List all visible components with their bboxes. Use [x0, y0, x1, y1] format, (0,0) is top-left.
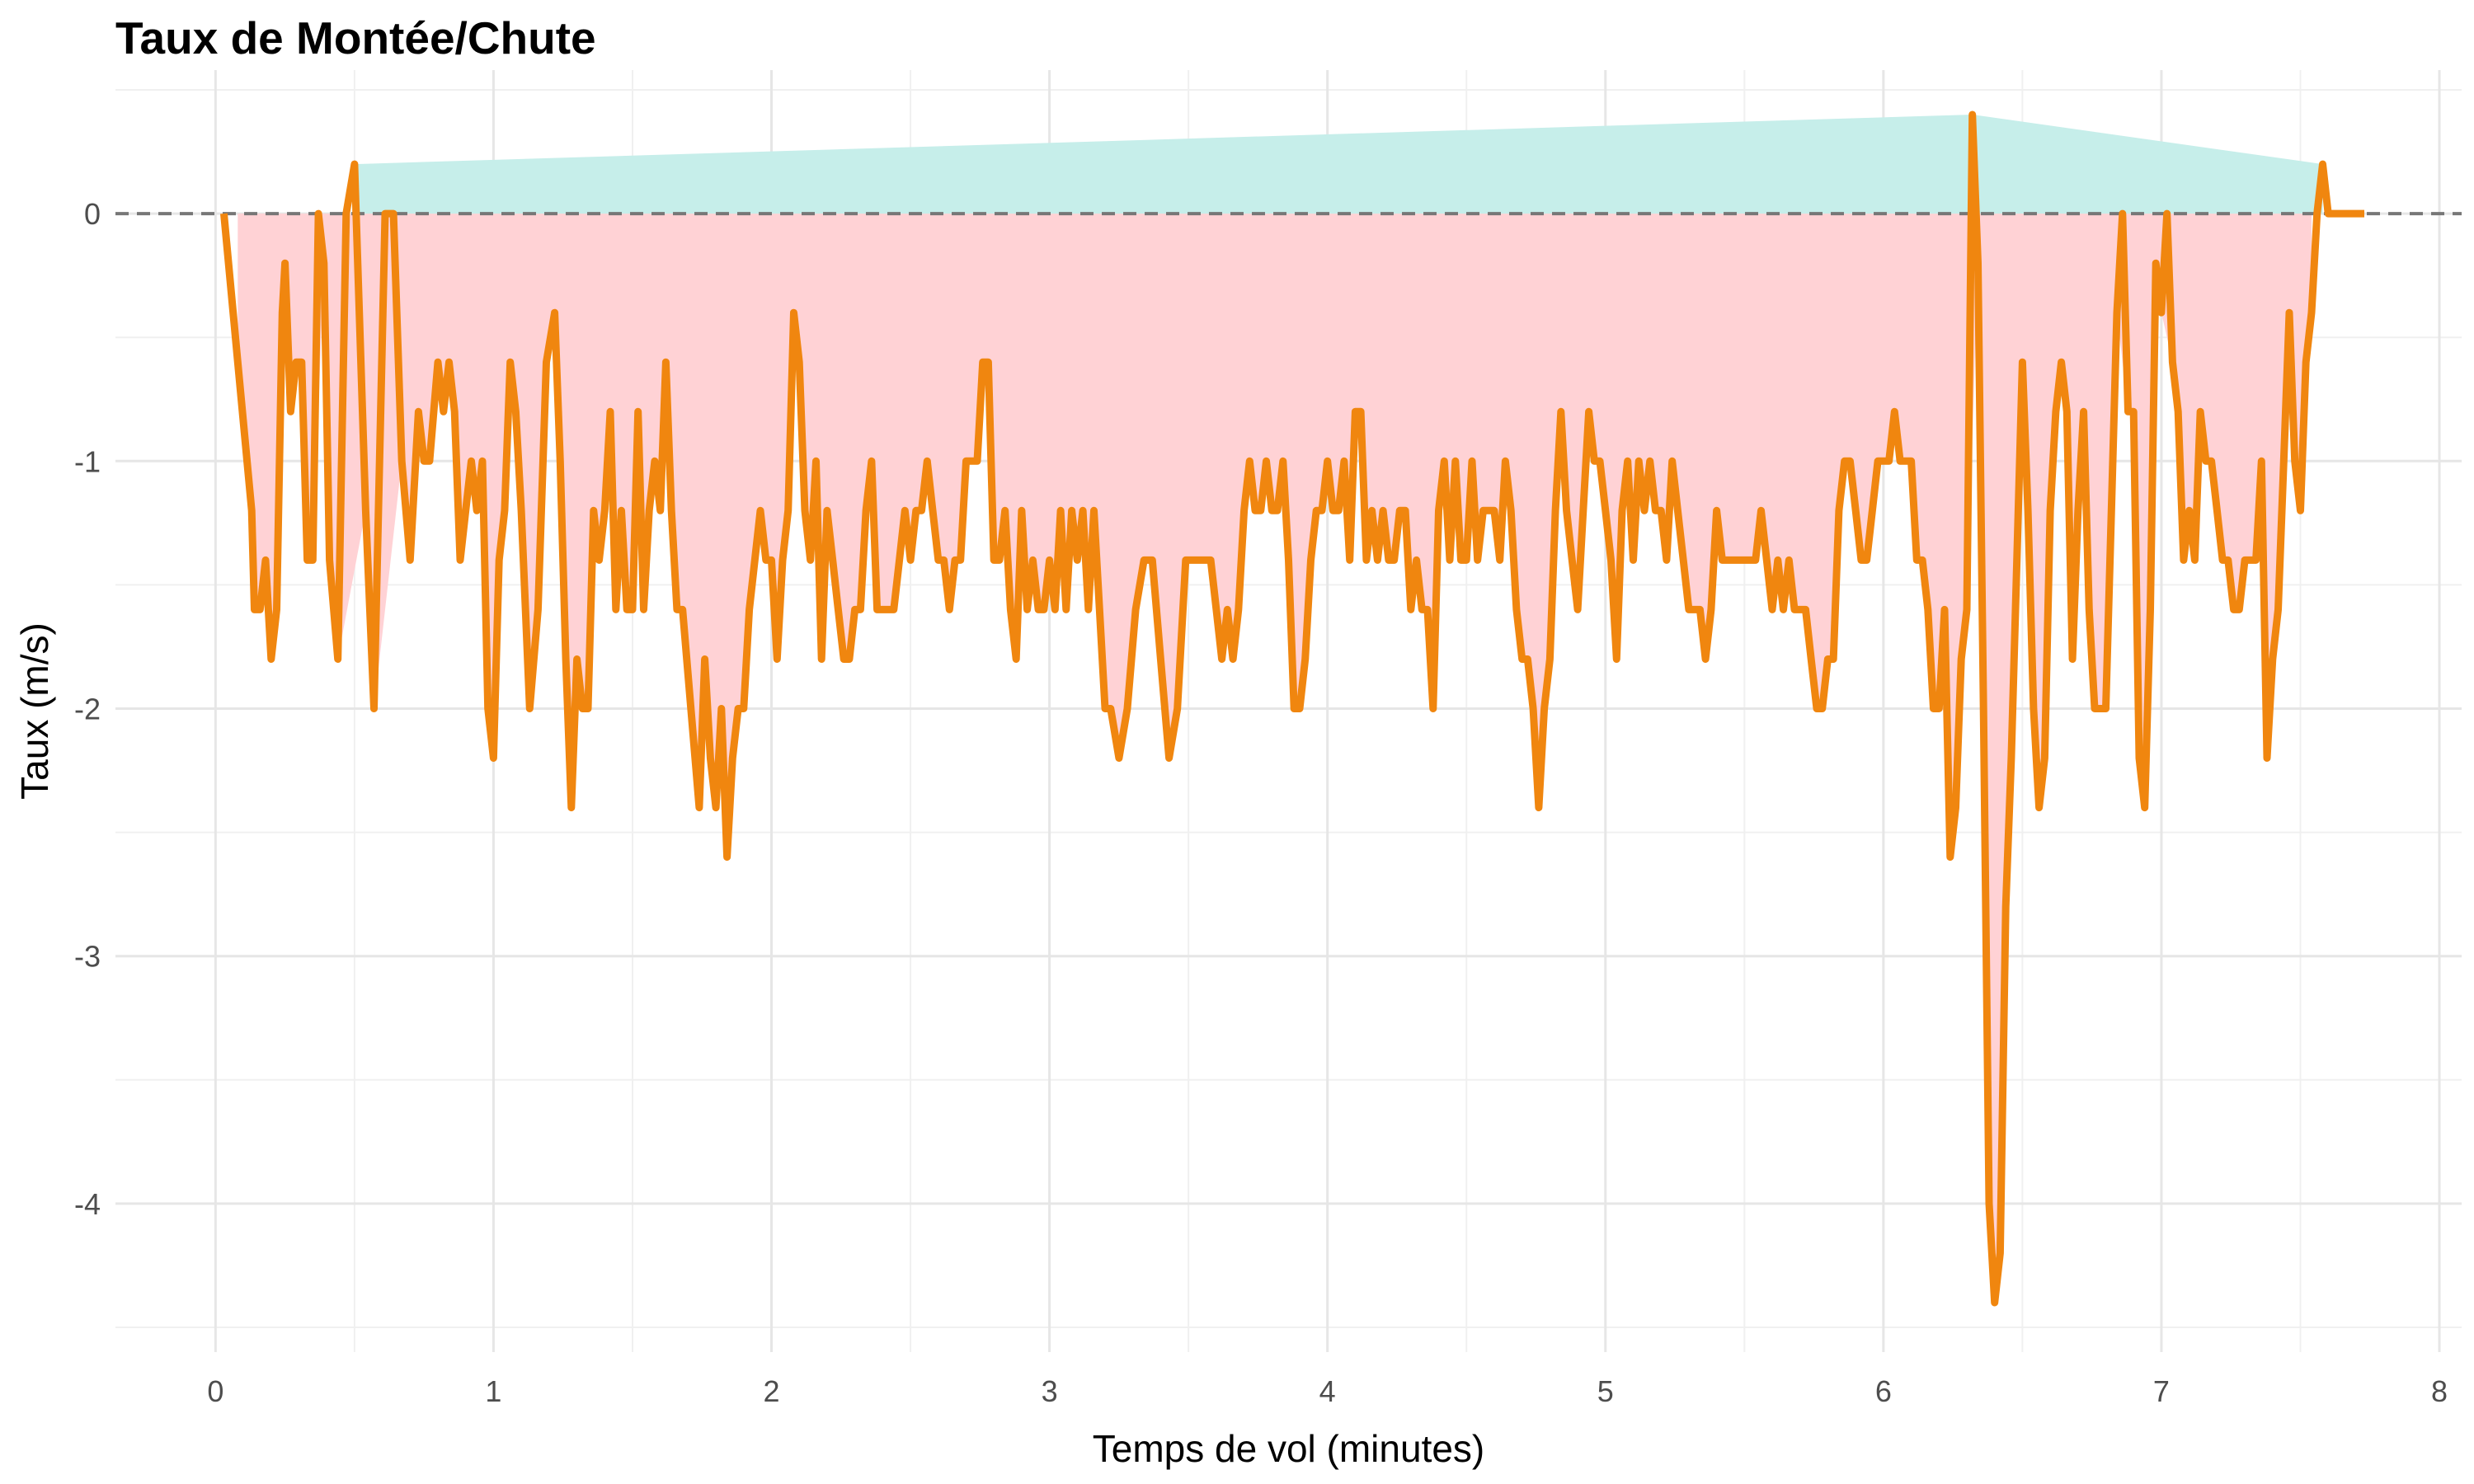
- y-tick-label: -3: [74, 940, 101, 974]
- y-axis-tick-labels: 0 -1 -2 -3 -4: [74, 197, 101, 1221]
- x-tick-label: 0: [207, 1374, 223, 1408]
- x-tick-label: 1: [485, 1374, 501, 1408]
- x-tick-label: 5: [1597, 1374, 1614, 1408]
- x-tick-label: 2: [764, 1374, 780, 1408]
- chart-title: Taux de Montée/Chute: [115, 12, 596, 63]
- positive-area: [354, 115, 2323, 214]
- area-fills: [238, 115, 2323, 1303]
- x-axis-label: Temps de vol (minutes): [1093, 1427, 1485, 1470]
- rate-line: [220, 110, 2364, 1307]
- y-tick-label: 0: [84, 197, 101, 231]
- y-axis-label: Taux (m/s): [13, 622, 56, 800]
- y-tick-label: -4: [74, 1187, 101, 1221]
- y-tick-label: -2: [74, 692, 101, 726]
- x-axis-tick-labels: 0 1 2 3 4 5 6 7 8: [207, 1374, 2448, 1408]
- x-tick-label: 7: [2153, 1374, 2170, 1408]
- x-tick-label: 8: [2431, 1374, 2448, 1408]
- negative-area: [238, 214, 2312, 1303]
- x-tick-label: 3: [1042, 1374, 1058, 1408]
- x-tick-label: 6: [1875, 1374, 1892, 1408]
- y-tick-label: -1: [74, 444, 101, 478]
- x-tick-label: 4: [1319, 1374, 1336, 1408]
